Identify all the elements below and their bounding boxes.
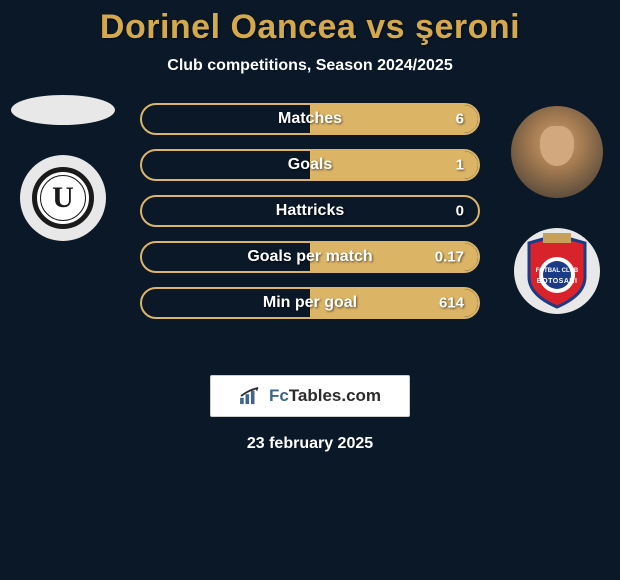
comparison-card: Dorinel Oancea vs şeroni Club competitio… — [0, 0, 620, 453]
date-label: 23 february 2025 — [0, 435, 620, 453]
stat-right-half — [310, 151, 478, 179]
svg-text:FOTBAL CLUB: FOTBAL CLUB — [536, 268, 579, 274]
club-universitatea-cluj: U — [20, 155, 106, 241]
player-avatar-seroni — [511, 106, 603, 198]
stat-row: Goals 1 — [140, 149, 480, 181]
stat-fill — [310, 151, 478, 179]
stat-value-right: 0 — [456, 203, 464, 220]
brand-com: .com — [341, 386, 381, 405]
player-avatar-oancea — [11, 95, 115, 125]
stat-label: Goals per match — [247, 248, 372, 266]
brand-tables: Tables — [289, 386, 342, 405]
stat-row: Min per goal 614 — [140, 287, 480, 319]
stat-value-right: 1 — [456, 157, 464, 174]
stat-row: Goals per match 0.17 — [140, 241, 480, 273]
svg-text:BOTOSANI: BOTOSANI — [537, 278, 578, 285]
club-botosani: FOTBAL CLUB BOTOSANI — [514, 228, 600, 314]
left-player-column: U — [8, 95, 118, 241]
stat-value-right: 614 — [439, 295, 464, 312]
stats-area: U FOTBAL CLUB BOTOSANI Matches6Goals1H — [0, 103, 620, 363]
shield-icon: FOTBAL CLUB BOTOSANI — [525, 233, 589, 309]
stat-label: Matches — [278, 110, 342, 128]
brand-link[interactable]: FcTables.com — [210, 375, 410, 417]
chart-icon — [239, 387, 261, 405]
stat-row: Hattricks 0 — [140, 195, 480, 227]
subtitle: Club competitions, Season 2024/2025 — [0, 57, 620, 75]
brand-text: FcTables.com — [269, 386, 381, 406]
stat-row: Matches 6 — [140, 103, 480, 135]
stat-label: Hattricks — [276, 202, 344, 220]
page-title: Dorinel Oancea vs şeroni — [0, 8, 620, 47]
stat-value-right: 0.17 — [435, 249, 464, 266]
footer: FcTables.com 23 february 2025 — [0, 375, 620, 453]
stat-label: Min per goal — [263, 294, 357, 312]
stat-label: Goals — [288, 156, 332, 174]
stat-left-half — [142, 151, 310, 179]
brand-fc: Fc — [269, 386, 289, 405]
stat-rows: Matches 6 Goals 1 Hattricks 0 Goals per match 0… — [140, 103, 480, 319]
stat-value-right: 6 — [456, 111, 464, 128]
right-player-column: FOTBAL CLUB BOTOSANI — [502, 106, 612, 314]
